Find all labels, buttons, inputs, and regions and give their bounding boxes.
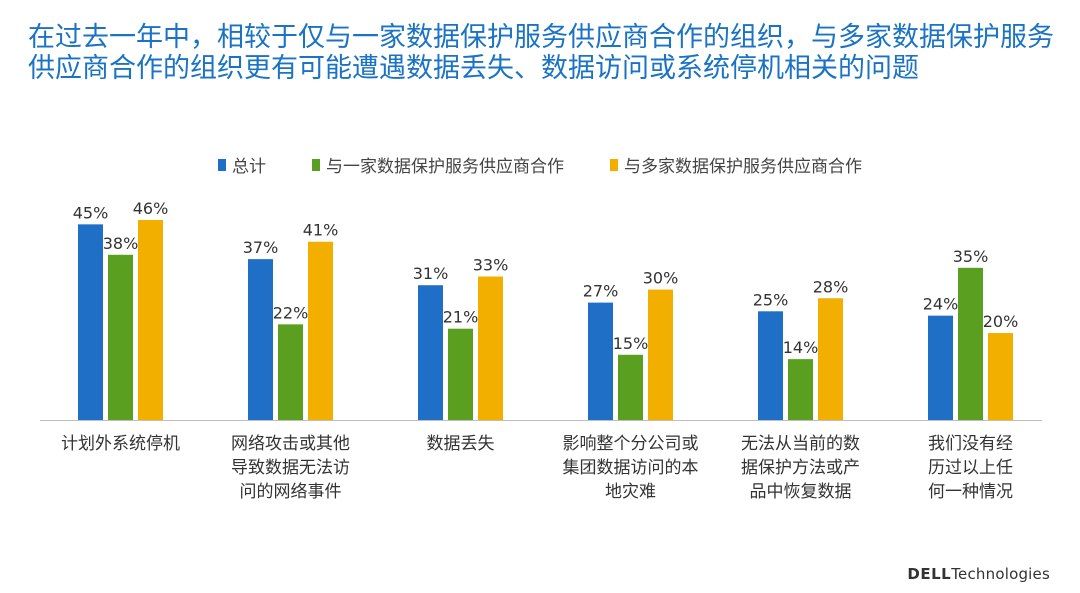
data-label-multi-5: 20% [983, 312, 1019, 331]
legend-swatch-multi [610, 158, 618, 171]
data-label-multi-0: 46% [133, 199, 169, 218]
bar-single-0 [108, 254, 133, 420]
bar-total-5 [928, 315, 953, 420]
data-label-total-3: 27% [583, 282, 619, 301]
bar-single-1 [278, 324, 303, 420]
bar-multi-4 [818, 298, 843, 420]
category-label-2: 数据丢失 [426, 434, 495, 454]
page-title: 在过去一年中，相较于仅与一家数据保护服务供应商合作的组织，与多家数据保护服务供应… [28, 22, 1054, 84]
bar-single-5 [958, 267, 983, 420]
data-label-multi-3: 30% [643, 269, 679, 288]
data-label-single-4: 14% [783, 338, 819, 357]
legend-label-multi: 与多家数据保护服务供应商合作 [624, 157, 862, 177]
bar-total-3 [588, 302, 613, 420]
data-label-multi-2: 33% [473, 256, 509, 275]
legend-swatch-single [312, 158, 320, 171]
data-label-multi-4: 28% [813, 277, 849, 296]
bar-chart: 45% 38% 46% 37% 22% 41% 31% 21% 33% 27% 15% 30% 25% 1… [40, 199, 1042, 421]
legend-swatch-total [218, 158, 226, 171]
data-label-total-2: 31% [413, 264, 449, 283]
bar-total-4 [758, 311, 783, 420]
legend-label-total: 总计 [232, 157, 266, 177]
bar-total-1 [248, 259, 273, 420]
data-label-total-1: 37% [243, 238, 279, 257]
bar-single-3 [618, 354, 643, 420]
dell-technologies-logo: DELLTechnologies [907, 565, 1050, 583]
data-label-single-3: 15% [613, 334, 649, 353]
bar-multi-2 [478, 276, 503, 420]
data-label-multi-1: 41% [303, 221, 339, 240]
legend-item-multi: 与多家数据保护服务供应商合作 [610, 152, 862, 177]
data-label-single-1: 22% [273, 303, 309, 322]
bar-multi-1 [308, 241, 333, 420]
category-label-0: 计划外系统停机 [61, 434, 180, 454]
chart-legend: 总计 与一家数据保护服务供应商合作 与多家数据保护服务供应商合作 [0, 152, 1080, 177]
category-label-5: 我们没有经 历过以上任 何一种情况 [928, 434, 1013, 502]
data-label-single-5: 35% [953, 247, 989, 266]
data-label-total-4: 25% [753, 290, 789, 309]
bar-multi-3 [648, 289, 673, 420]
category-label-4: 无法从当前的数 据保护方法或产 品中恢复数据 [741, 434, 860, 502]
bar-total-2 [418, 285, 443, 420]
bar-single-4 [788, 359, 813, 420]
bar-multi-0 [138, 220, 163, 420]
category-label-1: 网络攻击或其他 导致数据无法访 问的网络事件 [231, 434, 350, 502]
bar-single-2 [448, 328, 473, 420]
category-label-3: 影响整个分公司或 集团数据访问的本 地灾难 [562, 434, 699, 502]
data-label-single-0: 38% [103, 234, 139, 253]
legend-item-single: 与一家数据保护服务供应商合作 [312, 152, 564, 177]
data-label-single-2: 21% [443, 308, 479, 327]
legend-item-total: 总计 [218, 152, 266, 177]
legend-label-single: 与一家数据保护服务供应商合作 [326, 157, 564, 177]
bar-multi-5 [988, 333, 1013, 420]
data-label-total-5: 24% [923, 295, 959, 314]
data-label-total-0: 45% [73, 203, 109, 222]
bar-total-0 [78, 224, 103, 420]
